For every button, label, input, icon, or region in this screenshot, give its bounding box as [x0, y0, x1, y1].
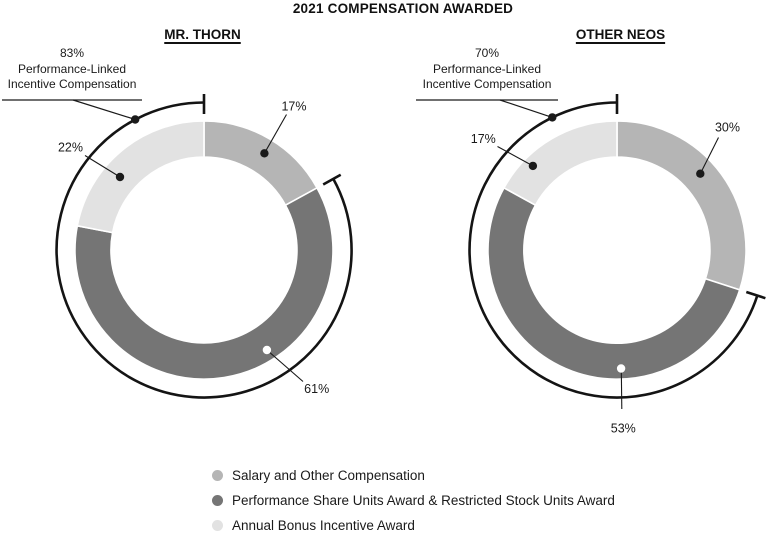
bracket-tick [322, 173, 342, 186]
bracket-label-line3: Incentive Compensation [422, 77, 552, 91]
donut-segment-17pct [503, 120, 618, 206]
bracket-arc [55, 101, 353, 399]
slice-dot [616, 364, 626, 373]
bracket-label-line3: Incentive Compensation [7, 77, 137, 91]
slice-dot [528, 161, 538, 171]
slice-leader-line [263, 114, 287, 154]
donut-chart-mr-thorn: 17% 61% 22% [2, 94, 353, 399]
page-title: 2021 COMPENSATION AWARDED [292, 1, 514, 16]
chart-heading-other-neos: OTHER NEOS [575, 27, 666, 42]
slice-percent-label: 22% [58, 141, 83, 155]
legend-label-salary: Salary and Other Compensation [232, 468, 425, 483]
bracket-dot [548, 113, 557, 122]
bracket-label-other-neos: 70% Performance-Linked Incentive Compens… [417, 46, 557, 93]
bracket-dot [131, 115, 140, 124]
donut-segment-22pct [76, 120, 205, 234]
slice-leader-line [497, 146, 534, 167]
slice-dot [115, 172, 125, 182]
slice-dot [696, 169, 705, 178]
donut-segment-30pct [616, 120, 747, 291]
slice-percent-label: 30% [715, 121, 740, 135]
legend-item-psu-rsu: Performance Share Units Award & Restrict… [212, 488, 615, 513]
bracket-tick [745, 290, 766, 300]
legend-dot-bonus-icon [212, 520, 223, 531]
bracket-leader-line [499, 99, 553, 118]
chart-heading-mr-thorn: MR. THORN [164, 27, 241, 42]
slice-leader-line [699, 137, 719, 174]
bracket-label-line2: Performance-Linked [432, 61, 542, 76]
slice-dot [260, 149, 269, 158]
legend-item-bonus: Annual Bonus Incentive Award [212, 513, 615, 538]
slice-percent-label: 17% [471, 132, 496, 146]
slice-percent-label: 17% [281, 100, 306, 114]
slice-percent-label: 53% [611, 421, 636, 435]
bracket-arc [468, 101, 759, 399]
bracket-leader-line [72, 99, 136, 121]
legend-dot-salary-icon [212, 470, 223, 481]
bracket-label-line2: Performance-Linked [17, 61, 127, 76]
donut-segment-53pct [487, 187, 741, 380]
donut-chart-other-neos: 30% 53% 17% [416, 94, 766, 435]
slice-leader-line [266, 349, 304, 382]
legend-label-psu-rsu: Performance Share Units Award & Restrict… [232, 493, 615, 508]
legend-dot-psu-rsu-icon [212, 495, 223, 506]
bracket-label-pct: 83% [59, 46, 85, 60]
legend-item-salary: Salary and Other Compensation [212, 463, 615, 488]
bracket-label-mr-thorn: 83% Performance-Linked Incentive Compens… [2, 46, 142, 93]
legend-label-bonus: Annual Bonus Incentive Award [232, 518, 415, 533]
donut-segment-17pct [203, 120, 318, 206]
slice-leader-line [620, 368, 623, 410]
donut-segment-61pct [74, 187, 334, 380]
chart-legend: Salary and Other Compensation Performanc… [212, 463, 615, 538]
bracket-label-pct: 70% [474, 46, 500, 60]
slice-percent-label: 61% [304, 382, 329, 396]
slice-dot [262, 345, 272, 355]
slice-leader-line [84, 155, 121, 178]
